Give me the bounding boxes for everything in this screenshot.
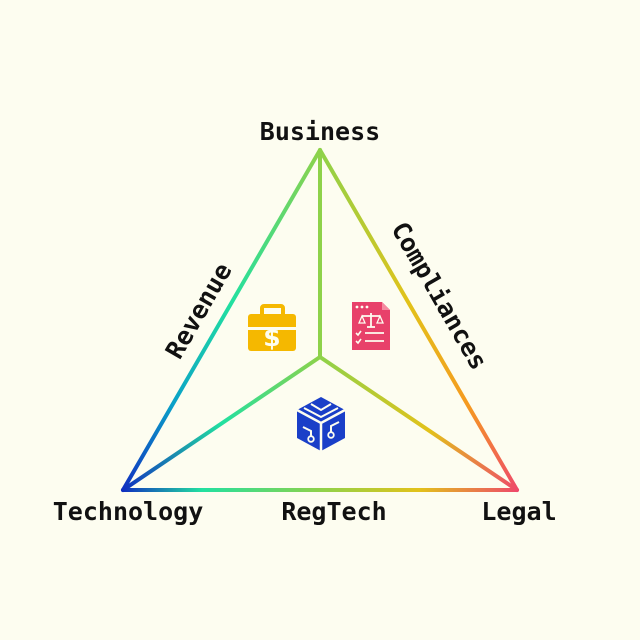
svg-text:$: $ xyxy=(263,323,280,352)
spoke-technology xyxy=(121,355,322,492)
legal-document-icon xyxy=(352,302,390,350)
briefcase-dollar-icon: $ xyxy=(248,304,296,352)
edge-business-legal xyxy=(318,148,519,492)
vertex-label-legal: Legal xyxy=(481,497,556,526)
vertex-label-business: Business xyxy=(260,117,380,146)
spoke-legal xyxy=(318,355,519,492)
edge-business-technology xyxy=(121,148,322,492)
circuit-cube-icon xyxy=(296,397,346,451)
vertex-label-technology: Technology xyxy=(53,497,204,526)
edge-label-compliances: Compliances xyxy=(385,217,493,375)
edge-label-regtech: RegTech xyxy=(281,497,386,526)
